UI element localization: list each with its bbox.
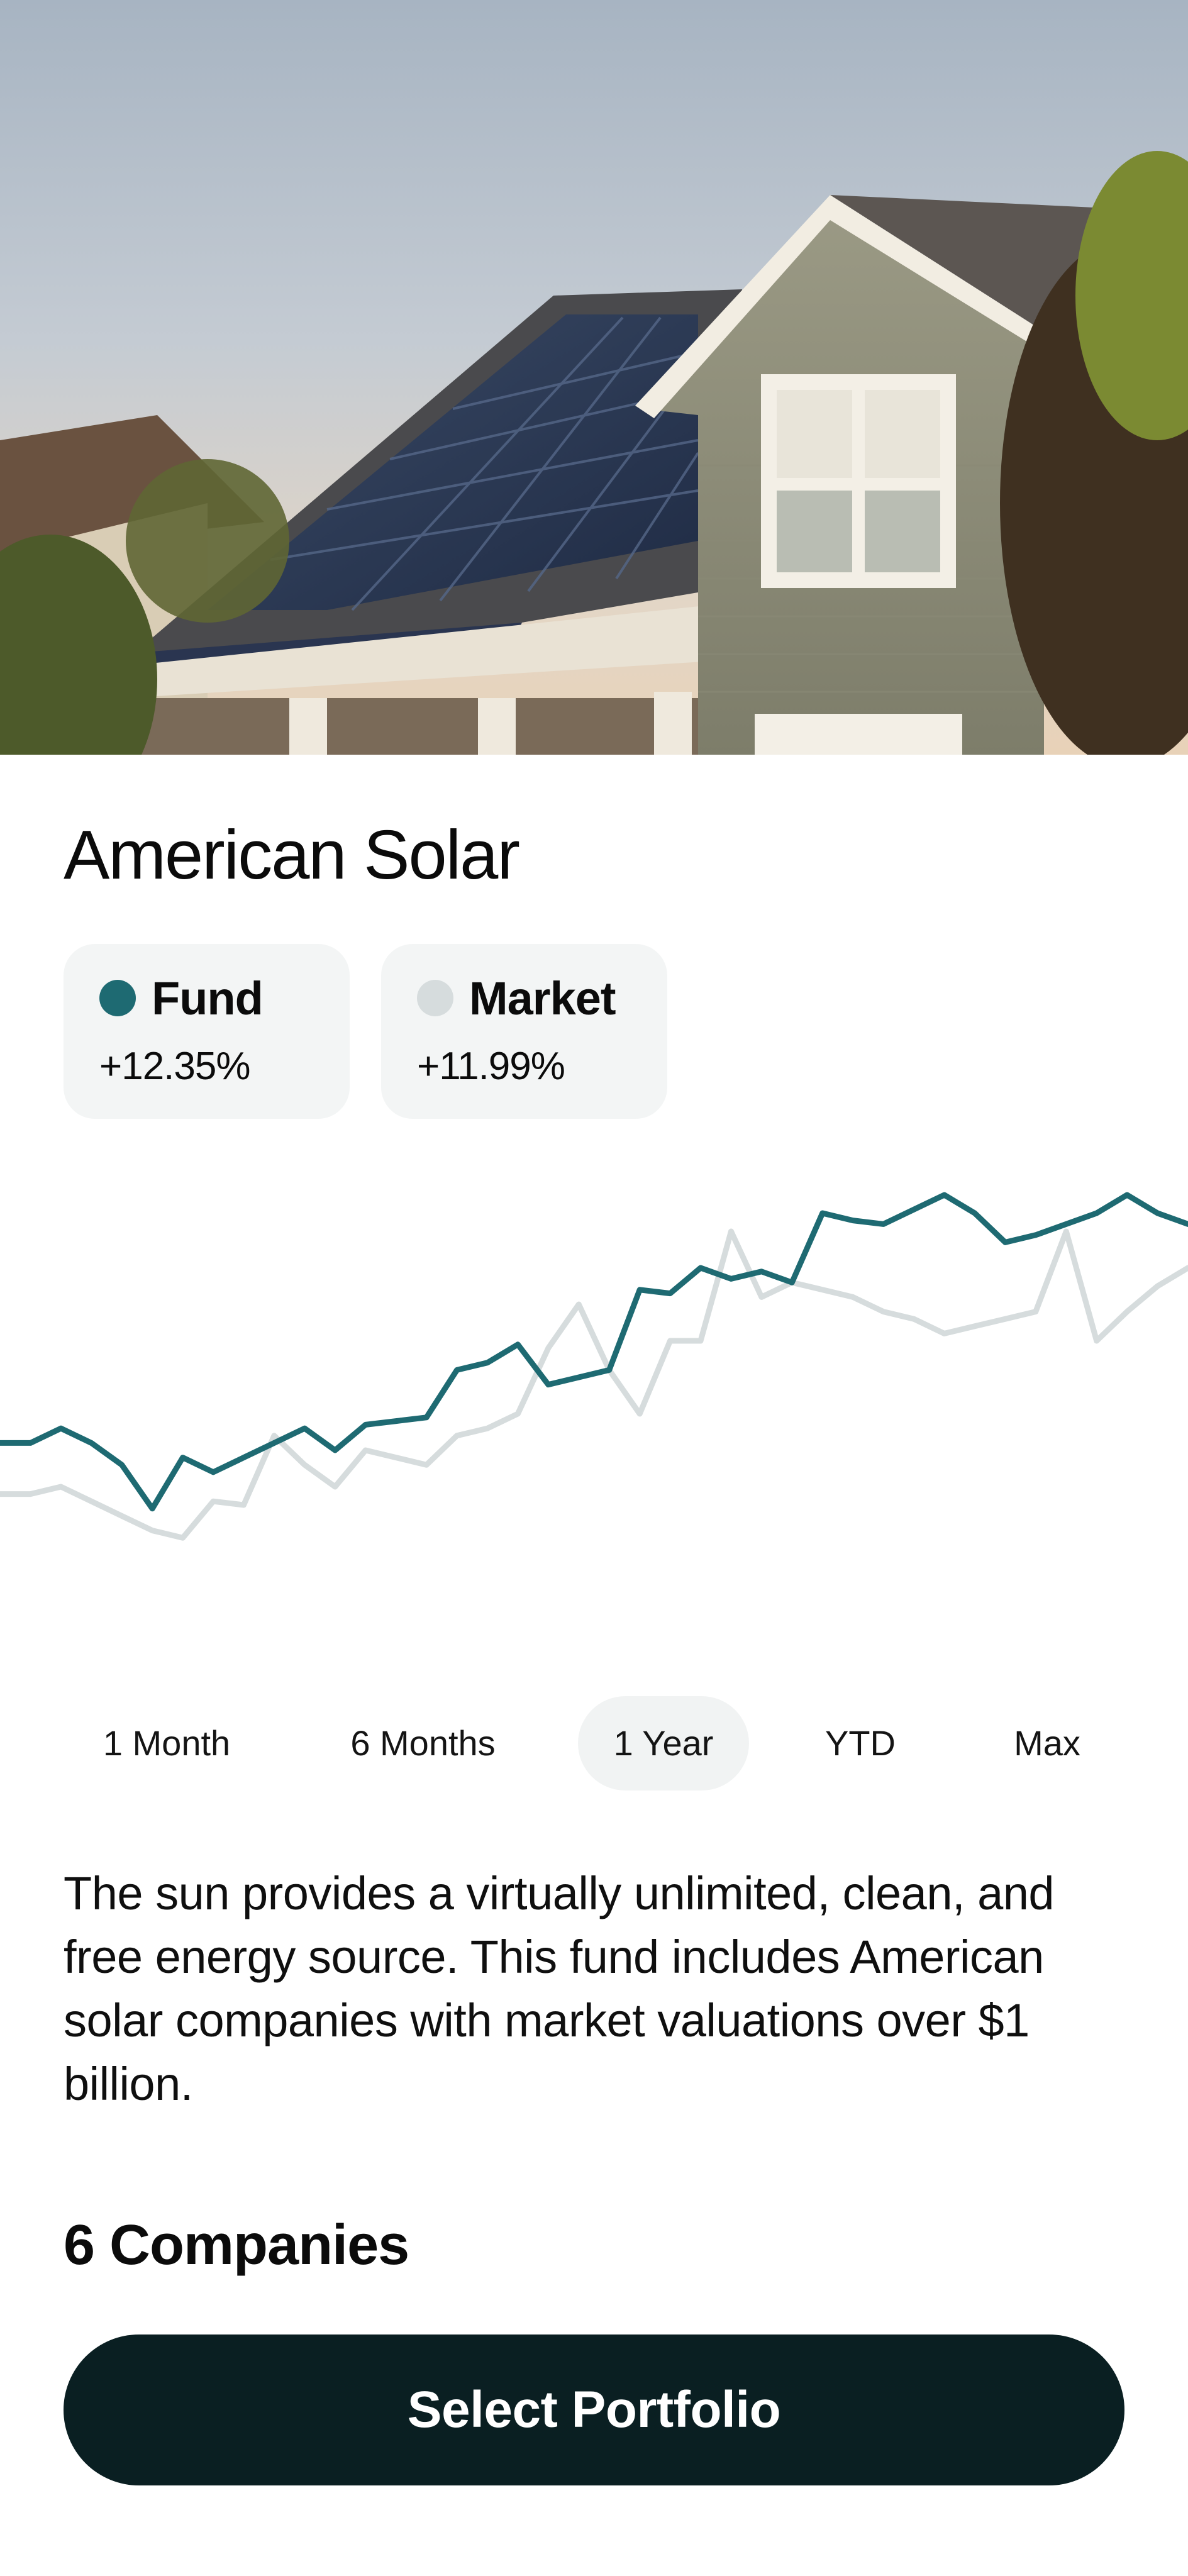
fund-title: American Solar [64, 816, 520, 894]
range-max-button[interactable]: Max [1014, 1723, 1080, 1763]
time-range-selector: 1 Month 6 Months 1 Year YTD Max [0, 1696, 1188, 1790]
select-portfolio-button[interactable]: Select Portfolio [64, 2334, 1124, 2485]
fund-legend-value: +12.35% [99, 1045, 250, 1088]
series-line-market [0, 1228, 1188, 1541]
hero-image [0, 0, 1188, 755]
market-legend-dot [417, 980, 453, 1016]
range-1-year-button[interactable]: 1 Year [578, 1696, 749, 1790]
fund-legend-card[interactable]: Fund +12.35% [64, 944, 350, 1119]
series-line-fund [0, 1192, 1188, 1512]
fund-legend-dot [99, 980, 136, 1016]
fund-legend-name: Fund [152, 972, 264, 1024]
market-legend-card[interactable]: Market +11.99% [381, 944, 667, 1119]
market-legend-value: +11.99% [417, 1045, 565, 1088]
range-1-month-button[interactable]: 1 Month [103, 1723, 231, 1763]
range-6-months-button[interactable]: 6 Months [350, 1723, 496, 1763]
range-ytd-button[interactable]: YTD [825, 1723, 896, 1763]
house-with-solar-panels-photo [0, 0, 1188, 755]
companies-count: 6 Companies [64, 2214, 409, 2277]
market-legend-name: Market [469, 972, 616, 1024]
performance-chart [0, 1192, 1188, 1541]
fund-description: The sun provides a virtually unlimited, … [64, 1867, 1055, 2110]
